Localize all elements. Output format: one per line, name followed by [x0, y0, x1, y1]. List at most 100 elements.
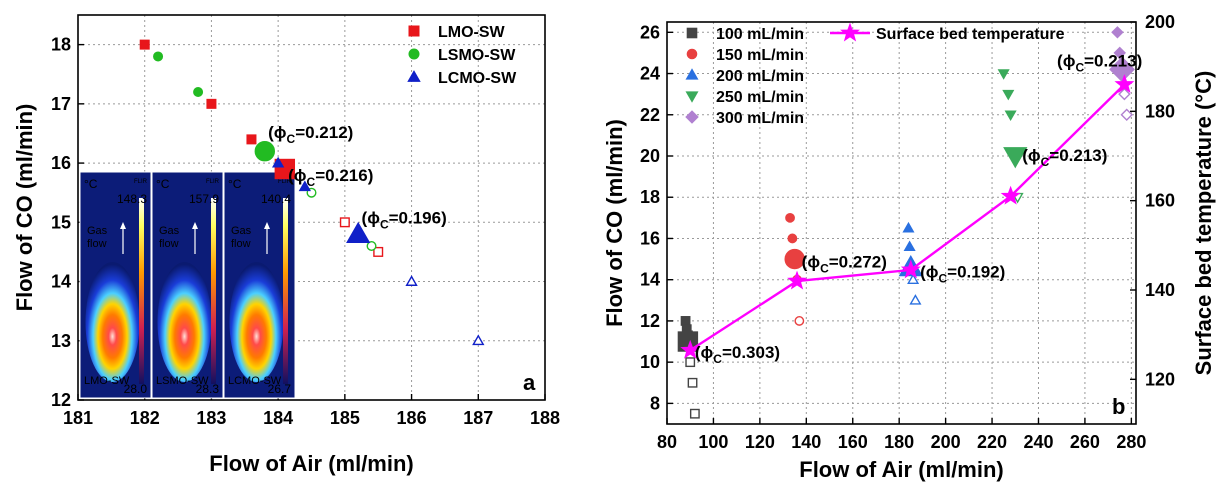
gas-flow-label: flow — [159, 238, 179, 250]
legend-marker-150-ml-min — [686, 48, 698, 60]
panel-a-y-tick-label: 17 — [51, 94, 71, 114]
panel-b-point-150-ml-min-open — [794, 316, 805, 326]
panel-a-point-lmo-sw-open — [373, 246, 384, 257]
panel-b-y2-tick-label: 180 — [1145, 101, 1175, 121]
legend-marker-300-ml-min — [685, 110, 699, 124]
panel-a-point-lsmo-sw — [193, 86, 204, 97]
panel-b-x-tick-label: 160 — [838, 432, 868, 452]
panel-b-point-200-ml-min — [902, 221, 915, 233]
panel-b-point-300-ml-min-open — [1120, 108, 1133, 122]
panel-a-series-lcmo-sw — [271, 156, 485, 346]
panel-b-y-tick-label: 18 — [640, 187, 660, 207]
panel-b-y-axis-title: Flow of CO (ml/min) — [602, 119, 627, 327]
temperature-point — [1114, 74, 1135, 93]
legend-label-lsmo-sw: LSMO-SW — [438, 47, 516, 64]
panel-a-x-tick-label: 185 — [330, 408, 360, 428]
temperature-point — [1000, 185, 1021, 205]
panel-a-y-tick-label: 15 — [51, 212, 71, 232]
gas-flow-label: Gas — [87, 225, 108, 237]
flir-logo: FLIR — [278, 179, 292, 185]
panel-a-point-lmo-sw — [246, 134, 257, 145]
thermal-color-scale — [139, 198, 144, 384]
panel-b-label: b — [1112, 394, 1125, 419]
panel-a-x-tick-label: 182 — [130, 408, 160, 428]
panel-a-point-lmo-sw — [206, 98, 217, 109]
panel-a-x-tick-label: 188 — [530, 408, 560, 428]
panel-b-x-tick-label: 280 — [1116, 432, 1146, 452]
flir-logo: FLIR — [206, 179, 220, 185]
legend-label-temperature: Surface bed temperature — [876, 26, 1065, 43]
panel-b-point-300-ml-min — [1111, 26, 1124, 39]
panel-a-point-lmo-sw-open — [339, 217, 350, 228]
panel-a-x-tick-label: 184 — [263, 408, 293, 428]
gas-flow-arrowhead — [264, 222, 270, 229]
panel-a-annotation: (ϕC=0.196) — [362, 208, 447, 231]
panel-b-x-tick-label: 80 — [657, 432, 677, 452]
gas-flow-label: flow — [231, 238, 251, 250]
panel-a-y-tick-label: 18 — [51, 35, 71, 55]
thermal-flame — [229, 262, 284, 382]
gas-flow-label: Gas — [231, 225, 252, 237]
panel-a-point-lcmo-sw-open — [472, 334, 485, 346]
panel-a-point-lcmo-sw — [271, 156, 285, 168]
panel-b-annotation: (ϕC=0.192) — [920, 263, 1005, 286]
panel-b-series-300-ml-min — [1109, 26, 1135, 122]
panel-b-y-tick-label: 8 — [650, 393, 660, 413]
panel-b-series-250-ml-min — [997, 69, 1028, 204]
panel-a-series-lsmo-sw — [153, 51, 377, 251]
panel-b-y2-tick-label: 160 — [1145, 191, 1175, 211]
panel-b-point-150-ml-min — [785, 212, 795, 223]
thermal-unit-label: °C — [228, 177, 242, 191]
legend-entry-lcmo-sw: LCMO-SW — [407, 70, 517, 87]
panel-b-point-100-ml-min-open — [687, 377, 698, 388]
thermal-image-caption: LCMO-SW — [228, 375, 282, 387]
panel-b-annotation: (ϕC=0.272) — [802, 252, 887, 275]
panel-a-y-tick-label: 14 — [51, 272, 71, 292]
thermal-unit-label: °C — [156, 177, 170, 191]
panel-b-grid — [667, 22, 1136, 424]
panel-b-x-tick-label: 120 — [745, 432, 775, 452]
panel-a-x-tick-label: 181 — [63, 408, 93, 428]
legend-entry-300-ml-min: 300 mL/min — [685, 110, 804, 127]
panel-a-x-tick-label: 187 — [463, 408, 493, 428]
panel-b-series-surface-bed-temperature — [680, 74, 1135, 359]
panel-b-point-250-ml-min — [1004, 110, 1017, 122]
legend-marker-200-ml-min — [685, 68, 699, 80]
legend-label-100-ml-min: 100 mL/min — [716, 26, 804, 43]
legend-marker-lsmo-sw — [408, 48, 420, 60]
panel-a-x-tick-label: 183 — [196, 408, 226, 428]
panel-a-label: a — [523, 370, 536, 395]
panel-a-x-axis-title: Flow of Air (ml/min) — [209, 451, 414, 476]
legend-marker-lmo-sw — [408, 25, 420, 37]
legend-marker-lcmo-sw — [407, 70, 421, 82]
gas-flow-arrowhead — [192, 222, 198, 229]
gas-flow-arrowhead — [120, 222, 126, 229]
flir-logo: FLIR — [134, 179, 148, 185]
legend-label-200-ml-min: 200 mL/min — [716, 68, 804, 85]
panel-a-x-tick-label: 186 — [397, 408, 427, 428]
panel-b-point-100-ml-min-open — [685, 357, 696, 368]
panel-b-point-300-ml-min-open — [1118, 87, 1131, 101]
thermal-image-caption: LMO-SW — [84, 375, 130, 387]
legend-marker-250-ml-min — [685, 91, 699, 103]
thermal-color-scale — [211, 198, 216, 384]
legend-label-lmo-sw: LMO-SW — [438, 24, 506, 41]
panel-b-annotation: (ϕC=0.213) — [1022, 146, 1107, 169]
panel-b-y-tick-label: 10 — [640, 352, 660, 372]
panel-b-point-100-ml-min — [680, 316, 691, 326]
panel-b-annotation: (ϕC=0.213) — [1057, 51, 1142, 74]
thermal-max-label: 148.3 — [117, 192, 147, 206]
panel-b-y-tick-label: 24 — [640, 64, 660, 84]
panel-b-point-200-ml-min — [903, 240, 916, 252]
thermal-flame — [85, 262, 140, 382]
panel-a-point-lcmo-sw — [298, 180, 311, 192]
legend-entry-surface-bed-temperature: Surface bed temperature — [830, 22, 1065, 43]
panel-a-annotation: (ϕC=0.212) — [268, 123, 353, 146]
legend-entry-150-ml-min: 150 mL/min — [686, 47, 804, 64]
legend-label-300-ml-min: 300 mL/min — [716, 110, 804, 127]
panel-b-x-tick-label: 100 — [698, 432, 728, 452]
